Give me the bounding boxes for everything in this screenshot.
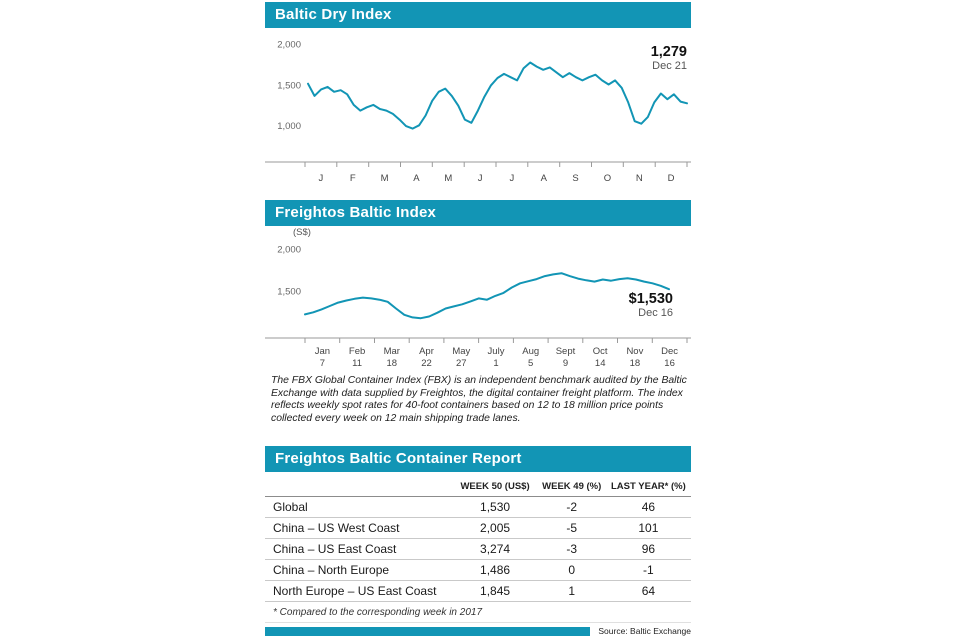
table-row: Global 1,530 -2 46: [265, 496, 691, 518]
table-header-row: WEEK 50 (US$) WEEK 49 (%) LAST YEAR* (%): [265, 476, 691, 497]
svg-text:May: May: [452, 346, 470, 357]
svg-text:O: O: [604, 173, 611, 184]
svg-text:2,000: 2,000: [277, 245, 301, 256]
svg-text:July: July: [488, 346, 505, 357]
table-row: China – US East Coast 3,274 -3 96: [265, 538, 691, 560]
svg-text:Aug: Aug: [522, 346, 539, 357]
value-cell: 1: [537, 580, 606, 602]
lane-cell: China – North Europe: [265, 559, 453, 581]
svg-text:Oct: Oct: [593, 346, 608, 357]
svg-text:14: 14: [595, 358, 606, 369]
value-cell: 96: [605, 538, 691, 560]
series-line: [304, 272, 670, 320]
svg-text:S: S: [572, 173, 578, 184]
col-lastyear: LAST YEAR* (%): [605, 476, 691, 497]
svg-text:1,000: 1,000: [277, 121, 301, 132]
svg-text:27: 27: [456, 358, 467, 369]
col-lane: [265, 476, 453, 497]
value-cell: -2: [537, 496, 606, 518]
value-cell: 46: [605, 496, 691, 518]
svg-text:18: 18: [630, 358, 641, 369]
fbx-latest-value: $1,530: [628, 291, 673, 307]
svg-text:Mar: Mar: [384, 346, 400, 357]
svg-text:D: D: [668, 173, 675, 184]
baltic-dry-latest-annotation: 1,279 Dec 21: [651, 44, 687, 72]
series-line: [307, 61, 688, 130]
value-cell: 2,005: [452, 517, 538, 539]
svg-text:9: 9: [563, 358, 568, 369]
container-report-title: Freightos Baltic Container Report: [265, 446, 691, 472]
lane-cell: China – US East Coast: [265, 538, 453, 560]
value-cell: -5: [537, 517, 606, 539]
freightos-baltic-line-chart: 2,0001,500Jan7Feb11Mar18Apr22May27July1A…: [265, 245, 691, 369]
freight-index-infographic: Baltic Dry Index 2,000 1,500 1,000 J F M A M J J A…: [265, 0, 691, 640]
lane-cell: North Europe – US East Coast: [265, 580, 453, 602]
svg-text:N: N: [636, 173, 643, 184]
svg-text:22: 22: [421, 358, 432, 369]
value-cell: -1: [605, 559, 691, 581]
svg-text:16: 16: [664, 358, 675, 369]
svg-text:Nov: Nov: [626, 346, 643, 357]
fbx-latest-date: Dec 16: [638, 307, 673, 319]
baltic-dry-latest-value: 1,279: [650, 44, 687, 60]
svg-text:Feb: Feb: [349, 346, 365, 357]
value-cell: 1,845: [452, 580, 538, 602]
container-report-section: WEEK 50 (US$) WEEK 49 (%) LAST YEAR* (%)…: [265, 476, 691, 623]
fbx-description-paragraph: The FBX Global Container Index (FBX) is …: [271, 375, 687, 425]
svg-text:A: A: [413, 173, 420, 184]
source-text: Source: Baltic Exchange: [598, 626, 691, 636]
source-divider-bar: [265, 626, 591, 636]
svg-text:5: 5: [528, 358, 533, 369]
container-report-table: WEEK 50 (US$) WEEK 49 (%) LAST YEAR* (%)…: [265, 476, 691, 602]
svg-text:F: F: [350, 173, 356, 184]
value-cell: 0: [537, 559, 606, 581]
table-row: China – US West Coast 2,005 -5 101: [265, 517, 691, 539]
value-cell: 64: [605, 580, 691, 602]
value-cell: 1,530: [452, 496, 538, 518]
svg-text:11: 11: [352, 358, 362, 369]
baltic-dry-index-chart: 2,000 1,500 1,000 J F M A M J J A S O N D 1,279 Dec 21: [265, 30, 691, 195]
freightos-baltic-index-title: Freightos Baltic Index: [265, 200, 691, 226]
svg-text:J: J: [478, 173, 483, 184]
svg-text:M: M: [444, 173, 452, 184]
value-cell: -3: [537, 538, 606, 560]
svg-text:A: A: [541, 173, 548, 184]
fbx-latest-annotation: $1,530 Dec 16: [629, 291, 673, 319]
col-week50: WEEK 50 (US$): [452, 476, 538, 497]
svg-text:Sept: Sept: [556, 346, 576, 357]
svg-text:2,000: 2,000: [277, 40, 301, 51]
svg-text:M: M: [381, 173, 389, 184]
svg-text:Apr: Apr: [419, 346, 434, 357]
svg-text:18: 18: [387, 358, 398, 369]
col-week49: WEEK 49 (%): [537, 476, 606, 497]
svg-text:J: J: [319, 173, 324, 184]
svg-text:1,500: 1,500: [277, 287, 301, 298]
currency-unit-label: (S$): [293, 227, 311, 238]
svg-text:J: J: [510, 173, 515, 184]
baltic-dry-line-chart: 2,000 1,500 1,000 J F M A M J J A S O N D: [265, 40, 691, 184]
value-cell: 3,274: [452, 538, 538, 560]
value-cell: 1,486: [452, 559, 538, 581]
value-cell: 101: [605, 517, 691, 539]
table-row: China – North Europe 1,486 0 -1: [265, 559, 691, 581]
svg-text:1,500: 1,500: [277, 80, 301, 91]
lane-cell: China – US West Coast: [265, 517, 453, 539]
source-row: Source: Baltic Exchange: [265, 626, 691, 636]
svg-text:7: 7: [320, 358, 325, 369]
svg-text:1: 1: [493, 358, 498, 369]
table-row: North Europe – US East Coast 1,845 1 64: [265, 580, 691, 602]
baltic-dry-index-title: Baltic Dry Index: [265, 2, 691, 28]
svg-text:Dec: Dec: [661, 346, 678, 357]
freightos-baltic-index-chart: (S$) 2,000 1,500 Jan 7 Feb 11 Mar 18 Apr 22 May 27 J…: [265, 227, 691, 373]
table-footnote: * Compared to the corresponding week in …: [265, 602, 691, 623]
svg-text:Jan: Jan: [315, 346, 330, 357]
lane-cell: Global: [265, 496, 453, 518]
baltic-dry-latest-date: Dec 21: [652, 60, 687, 72]
